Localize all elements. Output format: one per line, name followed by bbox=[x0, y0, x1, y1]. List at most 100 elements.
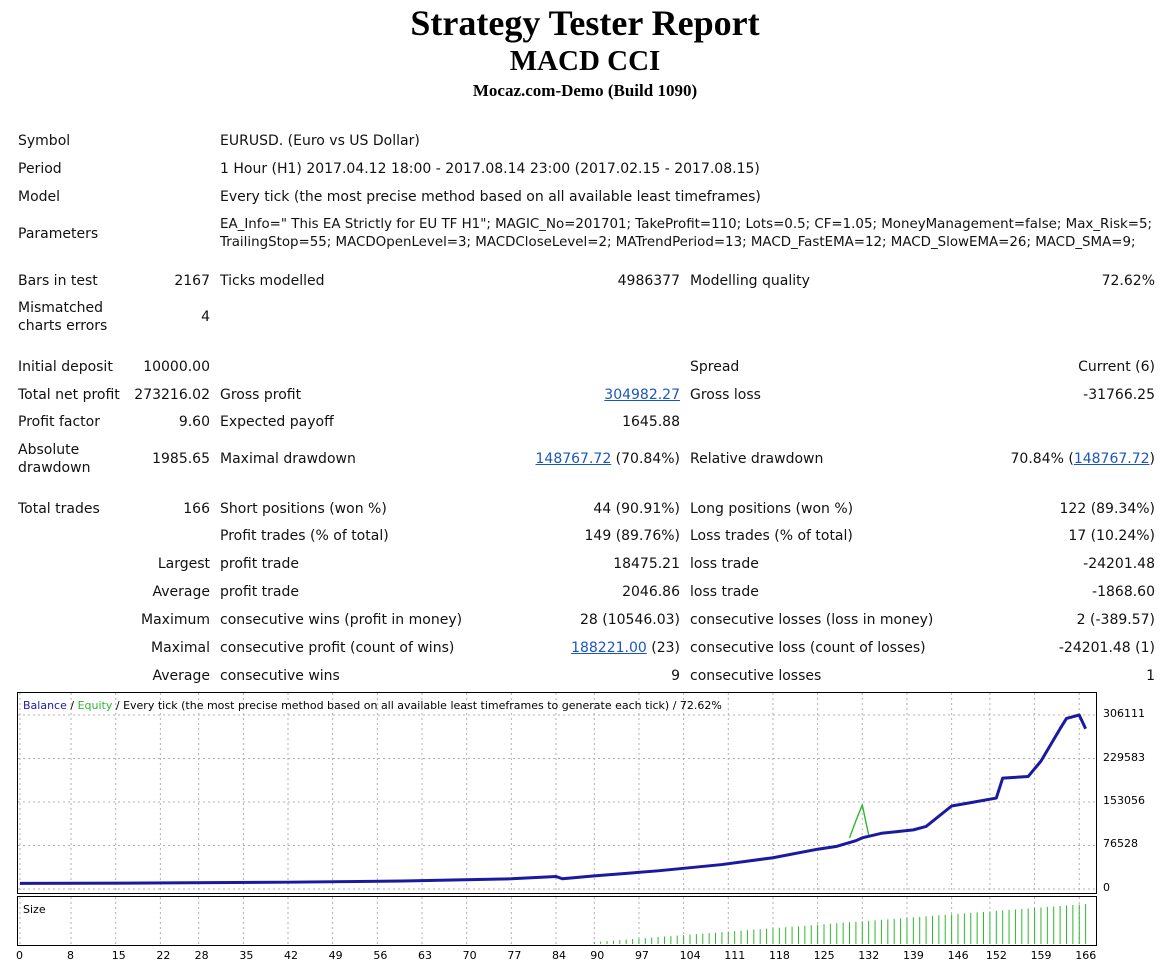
x-tick-label: 125 bbox=[813, 949, 835, 962]
gross-profit-link[interactable]: 304982.27 bbox=[604, 387, 680, 403]
loss-trades-label: Loss trades (% of total) bbox=[690, 528, 853, 544]
max-consecutive-losses-label: consecutive losses (loss in money) bbox=[690, 612, 934, 628]
symbol-value: EURUSD. (Euro vs US Dollar) bbox=[220, 133, 420, 149]
deposit-label: Initial deposit bbox=[18, 359, 113, 375]
avg-consecutive-losses-label: consecutive losses bbox=[690, 668, 822, 684]
profit-factor-label: Profit factor bbox=[18, 414, 100, 430]
y-tick-label: 0 bbox=[1103, 881, 1110, 894]
parameters-line-1: EA_Info=" This EA Strictly for EU TF H1"… bbox=[220, 217, 1153, 232]
profit-factor-value: 9.60 bbox=[178, 414, 210, 430]
short-positions-value: 44 (90.91%) bbox=[593, 501, 680, 517]
x-tick-label: 15 bbox=[111, 949, 126, 962]
x-axis-labels: 0 8 15 22 28 35 42 49 56 63 70 77 84 90 97 104 111 118 125… bbox=[16, 946, 1097, 965]
legend-description: / Every tick (the most precise method ba… bbox=[112, 699, 722, 712]
net-profit-value: 273216.02 bbox=[134, 387, 210, 403]
chart-legend: Balance / Equity / Every tick (the most … bbox=[23, 699, 722, 712]
x-tick-label: 118 bbox=[768, 949, 790, 962]
max-consecutive-wins-label: consecutive wins (profit in money) bbox=[220, 612, 463, 628]
rel-drawdown-close: ) bbox=[1149, 451, 1155, 467]
model-label: Model bbox=[18, 189, 61, 205]
average-consecutive-label: Average bbox=[152, 668, 211, 684]
y-tick-label: 153056 bbox=[1103, 793, 1145, 807]
symbol-label: Symbol bbox=[18, 133, 71, 149]
abs-drawdown-value: 1985.65 bbox=[152, 451, 210, 467]
total-trades-label: Total trades bbox=[18, 501, 100, 517]
mismatch-value: 4 bbox=[201, 309, 210, 325]
model-value: Every tick (the most precise method base… bbox=[220, 189, 761, 205]
maximal-consecutive-profit-label: consecutive profit (count of wins) bbox=[220, 640, 455, 656]
x-tick-label: 56 bbox=[373, 949, 388, 962]
size-chart-svg bbox=[19, 897, 1087, 945]
x-tick-label: 35 bbox=[239, 949, 254, 962]
x-tick-label: 77 bbox=[507, 949, 522, 962]
x-tick-label: 0 bbox=[16, 949, 23, 962]
deposit-value: 10000.00 bbox=[143, 359, 210, 375]
maximum-label: Maximum bbox=[141, 612, 210, 628]
y-tick-label: 306111 bbox=[1103, 707, 1145, 720]
rel-drawdown-link[interactable]: 148767.72 bbox=[1073, 451, 1150, 467]
long-positions-label: Long positions (won %) bbox=[690, 501, 854, 517]
gross-profit-cell: 304982.27 bbox=[480, 386, 680, 404]
abs-drawdown-label-2: drawdown bbox=[18, 460, 91, 476]
y-tick-label: 76528 bbox=[1103, 837, 1138, 851]
profit-trades-label: Profit trades (% of total) bbox=[220, 528, 389, 544]
x-tick-label: 42 bbox=[284, 949, 298, 962]
parameters-label: Parameters bbox=[18, 226, 99, 242]
average-profit-trade-label: profit trade bbox=[220, 584, 299, 600]
x-tick-label: 70 bbox=[462, 949, 477, 962]
period-value: 1 Hour (H1) 2017.04.12 18:00 - 2017.08.1… bbox=[220, 161, 760, 177]
max-drawdown-link[interactable]: 148767.72 bbox=[535, 451, 612, 467]
quality-value: 72.62% bbox=[1101, 273, 1155, 289]
rel-drawdown-pct: 70.84% ( bbox=[1010, 451, 1074, 467]
maximal-consecutive-profit-count: (23) bbox=[646, 640, 680, 656]
period-label: Period bbox=[18, 161, 62, 177]
net-profit-label: Total net profit bbox=[18, 387, 120, 403]
mismatch-label-2: charts errors bbox=[18, 318, 108, 334]
x-tick-label: 8 bbox=[67, 949, 75, 962]
rel-drawdown-cell: 70.84% (148767.72) bbox=[905, 450, 1155, 468]
x-tick-label: 49 bbox=[328, 949, 343, 962]
max-consecutive-wins-value: 28 (10546.03) bbox=[580, 612, 680, 628]
x-tick-label: 111 bbox=[724, 949, 746, 962]
largest-loss-trade-value: -24201.48 bbox=[1083, 556, 1155, 572]
avg-consecutive-wins-label: consecutive wins bbox=[220, 668, 340, 684]
largest-loss-trade-label: loss trade bbox=[690, 556, 759, 572]
x-tick-label: 28 bbox=[194, 949, 209, 962]
x-tick-label: 104 bbox=[679, 949, 701, 962]
bars-value: 2167 bbox=[174, 273, 210, 289]
average-profit-trade-value: 2046.86 bbox=[622, 584, 680, 600]
x-tick-label: 152 bbox=[985, 949, 1007, 962]
parameters-line-2: TrailingStop=55; MACDOpenLevel=3; MACDCl… bbox=[220, 235, 1136, 250]
x-tick-label: 159 bbox=[1030, 949, 1052, 962]
mismatch-label-1: Mismatched bbox=[18, 300, 104, 316]
size-chart: Size bbox=[17, 896, 1097, 946]
ticks-label: Ticks modelled bbox=[220, 273, 325, 289]
x-tick-label: 90 bbox=[590, 949, 605, 962]
total-trades-value: 166 bbox=[183, 501, 210, 517]
balance-equity-chart: Balance / Equity / Every tick (the most … bbox=[17, 692, 1097, 894]
abs-drawdown-label-1: Absolute bbox=[18, 442, 80, 458]
balance-chart-svg bbox=[18, 693, 1096, 893]
x-tick-label: 166 bbox=[1075, 949, 1097, 962]
size-label: Size bbox=[23, 903, 46, 916]
bars-label: Bars in test bbox=[18, 273, 98, 289]
largest-profit-trade-value: 18475.21 bbox=[613, 556, 680, 572]
series-line-equity bbox=[848, 804, 870, 839]
gross-loss-value: -31766.25 bbox=[1083, 387, 1155, 403]
largest-profit-trade-label: profit trade bbox=[220, 556, 299, 572]
spread-label: Spread bbox=[690, 359, 740, 375]
x-tick-label: 139 bbox=[902, 949, 924, 962]
x-tick-label: 63 bbox=[418, 949, 432, 962]
average-label: Average bbox=[152, 584, 211, 600]
quality-label: Modelling quality bbox=[690, 273, 810, 289]
maximal-label: Maximal bbox=[151, 640, 210, 656]
server-build: Mocaz.com-Demo (Build 1090) bbox=[472, 81, 698, 100]
y-tick-label: 229583 bbox=[1103, 750, 1145, 764]
average-loss-trade-label: loss trade bbox=[690, 584, 759, 600]
series-line-balance bbox=[19, 713, 1087, 885]
max-drawdown-label: Maximal drawdown bbox=[220, 451, 356, 467]
gross-loss-label: Gross loss bbox=[690, 387, 761, 403]
maximal-consecutive-loss-label: consecutive loss (count of losses) bbox=[690, 640, 926, 656]
x-tick-label: 84 bbox=[552, 949, 566, 962]
maximal-consecutive-profit-link[interactable]: 188221.00 bbox=[571, 640, 647, 656]
